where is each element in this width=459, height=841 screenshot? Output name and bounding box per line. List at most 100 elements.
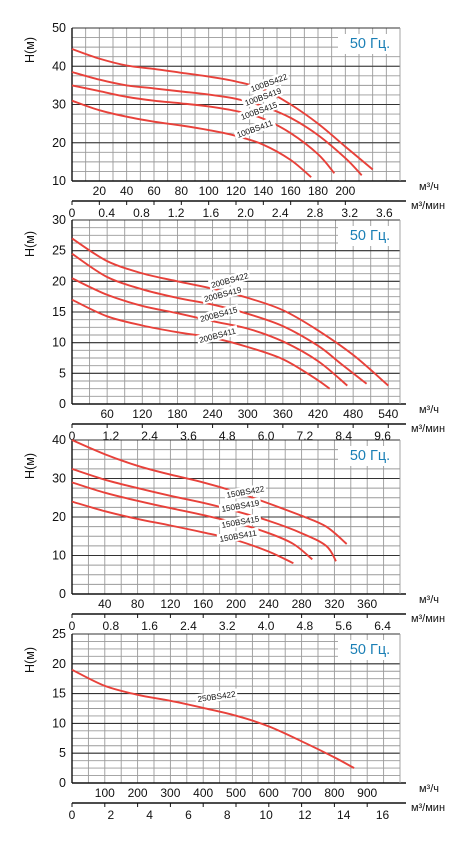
frequency-label: 50 Гц. — [350, 36, 390, 52]
series-label-bg — [241, 84, 285, 109]
y-tick-label: 25 — [52, 244, 66, 258]
x2-tick-label: 0 — [69, 206, 76, 220]
series-line-100bs419 — [71, 71, 363, 176]
x-tick-label: 360 — [273, 407, 293, 421]
y-axis-label: H(м) — [23, 647, 37, 673]
chart-panel-3: 0 10 20 30 40 H(м) 40 80 120 160 200 240 280 320 360 0 0… — [23, 433, 445, 633]
x2-tick-label: 2 — [107, 808, 114, 822]
x-tick-label: 600 — [259, 786, 279, 800]
x2-tick-label: 0.8 — [133, 206, 150, 220]
x-tick-label: 420 — [308, 407, 328, 421]
x-tick-label: 120 — [160, 597, 180, 611]
y-tick-label: 10 — [52, 716, 66, 730]
x2-tick-label: 10 — [259, 808, 273, 822]
x2-tick-label: 16 — [376, 808, 390, 822]
frequency-label-bg — [338, 34, 400, 54]
series-label-bg — [247, 70, 291, 95]
x-tick-label: 320 — [324, 597, 344, 611]
x2-tick-label: 4.0 — [258, 619, 275, 633]
x2-tick-label: 2.0 — [237, 206, 254, 220]
series-line-150bs415 — [71, 481, 313, 561]
y-tick-label: 5 — [59, 366, 66, 380]
x2-tick-label: 3.6 — [376, 206, 393, 220]
y-tick-label: 20 — [52, 657, 66, 671]
x-tick-label: 300 — [238, 407, 258, 421]
x-tick-label: 800 — [324, 786, 344, 800]
x-tick-label: 280 — [292, 597, 312, 611]
series-label-bg — [196, 303, 241, 325]
y-tick-label: 40 — [52, 433, 66, 447]
y-tick-label: 40 — [52, 59, 66, 73]
x-axis-unit: м³/ч — [419, 404, 439, 416]
x2-tick-label: 2.4 — [272, 206, 289, 220]
x-tick-label: 180 — [308, 184, 328, 198]
x-tick-label: 200 — [226, 597, 246, 611]
x2-tick-label: 4 — [146, 808, 153, 822]
x2-tick-label: 0 — [69, 619, 76, 633]
x-tick-label: 500 — [226, 786, 246, 800]
y-tick-label: 15 — [52, 305, 66, 319]
y-axis-label: H(м) — [23, 453, 37, 479]
y-axis-label: H(м) — [23, 37, 37, 63]
series-label-bg — [223, 483, 267, 501]
y-tick-label: 20 — [52, 136, 66, 150]
x-axis-unit: м³/ч — [419, 181, 439, 193]
x2-tick-label: 2.4 — [180, 619, 197, 633]
y-tick-label: 20 — [52, 274, 66, 288]
x2-tick-label: 1.2 — [168, 206, 185, 220]
series-line-250bs422 — [71, 668, 355, 769]
x-tick-label: 180 — [167, 407, 187, 421]
x2-tick-label: 0.8 — [102, 619, 119, 633]
x-tick-label: 240 — [203, 407, 223, 421]
x2-tick-label: 6.4 — [374, 619, 391, 633]
frequency-label-bg — [338, 446, 400, 466]
series-label-bg — [218, 513, 262, 531]
x2-tick-label: 0 — [69, 429, 76, 443]
y-tick-label: 0 — [59, 397, 66, 411]
x-tick-label: 400 — [193, 786, 213, 800]
x2-tick-label: 1.6 — [202, 206, 219, 220]
frequency-label: 50 Гц. — [350, 642, 390, 658]
y-tick-label: 30 — [52, 98, 66, 112]
series-label-bg — [218, 497, 262, 515]
series-label-bg — [195, 324, 240, 346]
x2-tick-label: 3.2 — [219, 619, 236, 633]
chart-panel-1: 10 20 30 40 50 H(м) 20 40 60 80 100 120 140 160 180 200… — [23, 21, 445, 220]
x2-axis-unit: м³/мин — [411, 802, 445, 814]
x-tick-label: 160 — [193, 597, 213, 611]
y-tick-label: 15 — [52, 687, 66, 701]
x-tick-label: 60 — [147, 184, 161, 198]
x-axis-unit: м³/ч — [419, 783, 439, 795]
y-tick-label: 0 — [59, 776, 66, 790]
x2-tick-label: 14 — [337, 808, 351, 822]
y-tick-label: 10 — [52, 549, 66, 563]
y-axis-label: H(м) — [23, 231, 37, 257]
x-tick-label: 900 — [357, 786, 377, 800]
y-tick-label: 25 — [52, 627, 66, 641]
x-tick-label: 100 — [95, 786, 115, 800]
series-line-150bs411 — [71, 500, 294, 565]
x-tick-label: 60 — [100, 407, 114, 421]
x2-tick-label: 5.6 — [335, 619, 352, 633]
series-label-bg — [194, 688, 238, 705]
series-line-150bs422 — [71, 439, 348, 545]
x-tick-label: 80 — [131, 597, 145, 611]
series-label-bg — [207, 269, 252, 291]
series-label-bg — [237, 98, 281, 123]
x2-tick-label: 6 — [185, 808, 192, 822]
x-axis-unit: м³/ч — [419, 594, 439, 606]
y-tick-label: 10 — [52, 336, 66, 350]
series-line-100bs415 — [71, 84, 336, 174]
x2-tick-label: 0.4 — [98, 206, 115, 220]
x2-tick-label: 0 — [69, 808, 76, 822]
x2-tick-label: 3.2 — [341, 206, 358, 220]
x-tick-label: 300 — [160, 786, 180, 800]
x2-axis-unit: м³/мин — [411, 200, 445, 212]
frequency-label: 50 Гц. — [350, 228, 390, 244]
frequency-label-bg — [338, 640, 400, 660]
chart-panel-2: 0 5 10 15 20 25 30 H(м) 60 120 180 240 300 360 420 480 5… — [23, 213, 445, 443]
grid — [72, 439, 400, 595]
series-line-100bs411 — [71, 99, 312, 178]
x-tick-label: 200 — [335, 184, 355, 198]
